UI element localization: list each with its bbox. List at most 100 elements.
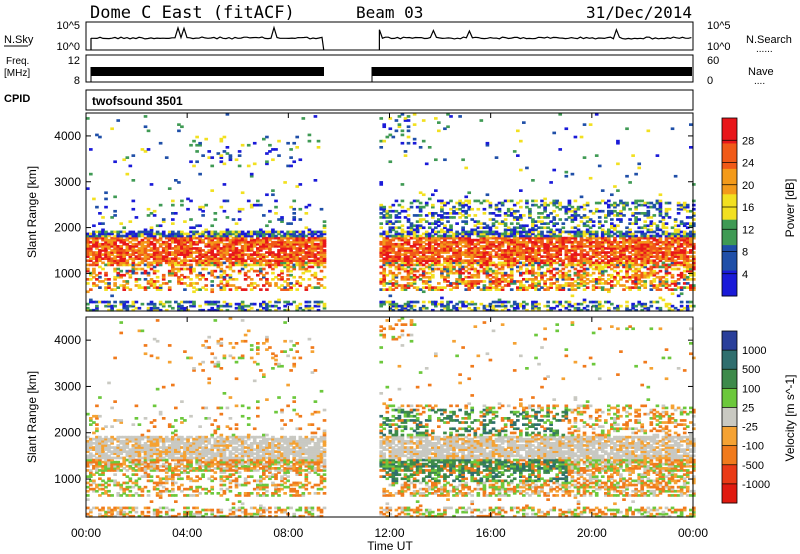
heatmap-cell xyxy=(412,253,417,256)
heatmap-cell xyxy=(685,245,690,248)
heatmap-cell xyxy=(280,247,284,250)
heatmap-cell xyxy=(689,265,693,269)
heatmap-cell xyxy=(225,284,230,287)
heatmap-cell xyxy=(234,261,239,265)
heatmap-cell xyxy=(567,284,572,287)
heatmap-cell xyxy=(286,242,290,246)
heatmap-cell xyxy=(174,267,178,271)
heatmap-cell xyxy=(89,232,93,236)
freq-right-tick-top: 60 xyxy=(707,55,719,67)
heatmap-cell xyxy=(155,257,160,261)
heatmap-cell xyxy=(467,261,472,265)
heatmap-cell xyxy=(131,249,136,252)
heatmap-cell xyxy=(274,205,278,209)
heatmap-cell xyxy=(519,168,523,172)
heatmap-cell xyxy=(670,273,675,277)
heatmap-cell xyxy=(391,226,396,230)
heatmap-cell xyxy=(379,181,384,184)
heatmap-cell xyxy=(673,288,678,291)
heatmap-cell xyxy=(682,247,687,250)
heatmap-cell xyxy=(476,286,481,289)
heatmap-cell xyxy=(289,249,293,252)
heatmap-cell xyxy=(634,205,638,209)
heatmap-cell xyxy=(558,218,563,221)
heatmap-cell xyxy=(631,232,635,236)
heatmap-cell xyxy=(640,230,645,234)
heatmap-cell xyxy=(122,302,127,306)
heatmap-cell xyxy=(446,201,450,205)
heatmap-cell xyxy=(616,271,620,275)
heatmap-cell xyxy=(625,230,629,234)
heatmap-cell xyxy=(682,242,687,246)
heatmap-cell xyxy=(225,249,230,252)
heatmap-cell xyxy=(613,263,617,267)
heatmap-cell xyxy=(219,251,224,254)
heatmap-cell xyxy=(149,267,154,271)
heatmap-cell xyxy=(388,242,393,246)
heatmap-cell xyxy=(180,300,184,304)
heatmap-cell xyxy=(128,263,133,267)
heatmap-cell xyxy=(216,240,221,244)
heatmap-cell xyxy=(204,259,209,263)
heatmap-cell xyxy=(567,232,572,236)
heatmap-cell xyxy=(446,284,450,287)
heatmap-cell xyxy=(525,234,529,238)
heatmap-cell xyxy=(519,224,523,228)
heatmap-cell xyxy=(249,288,254,291)
heatmap-cell xyxy=(558,228,563,232)
heatmap-cell xyxy=(470,232,475,236)
heatmap-cell xyxy=(240,306,245,310)
heatmap-cell xyxy=(485,261,490,265)
heatmap-cell xyxy=(594,280,599,283)
heatmap-cell xyxy=(494,255,499,258)
heatmap-cell xyxy=(265,152,269,155)
heatmap-cell xyxy=(406,214,411,217)
heatmap-cell xyxy=(400,306,405,310)
heatmap-cell xyxy=(600,242,605,246)
heatmap-cell xyxy=(491,300,496,304)
heatmap-cell xyxy=(579,253,584,256)
heatmap-cell xyxy=(622,247,626,250)
heatmap-cell xyxy=(431,249,435,252)
heatmap-cell xyxy=(637,288,642,291)
heatmap-cell xyxy=(664,263,669,267)
heatmap-cell xyxy=(661,240,666,244)
heatmap-cell xyxy=(210,255,215,258)
heatmap-cell xyxy=(443,259,447,263)
heatmap-cell xyxy=(567,282,572,285)
heatmap-cell xyxy=(415,238,420,242)
heatmap-cell xyxy=(461,261,465,265)
heatmap-cell xyxy=(622,232,626,236)
heatmap-cell xyxy=(643,232,648,236)
heatmap-cell xyxy=(692,278,696,281)
heatmap-cell xyxy=(388,127,393,131)
heatmap-cell xyxy=(610,226,614,230)
heatmap-cell xyxy=(491,286,496,289)
heatmap-cell xyxy=(167,232,172,236)
heatmap-cell xyxy=(107,253,111,256)
heatmap-cell xyxy=(443,249,447,252)
heatmap-cell xyxy=(600,209,605,213)
heatmap-cell xyxy=(631,222,635,225)
heatmap-cell xyxy=(161,220,166,223)
heatmap-cell xyxy=(552,282,557,285)
heatmap-cell xyxy=(509,242,514,246)
heatmap-cell xyxy=(546,263,550,267)
heatmap-cell xyxy=(379,207,384,211)
heatmap-cell xyxy=(600,288,605,291)
heatmap-cell xyxy=(473,224,478,228)
heatmap-cell xyxy=(104,242,108,246)
heatmap-cell xyxy=(262,306,266,310)
heatmap-cell xyxy=(379,265,384,269)
heatmap-cell xyxy=(313,249,318,252)
heatmap-cell xyxy=(189,245,193,248)
heatmap-cell xyxy=(652,238,657,242)
heatmap-cell xyxy=(582,249,587,252)
heatmap-cell xyxy=(158,259,163,263)
heatmap-cell xyxy=(400,234,405,238)
heatmap-cell xyxy=(403,253,408,256)
heatmap-cell xyxy=(295,282,300,285)
heatmap-cell xyxy=(625,261,629,265)
heatmap-cell xyxy=(658,288,663,291)
heatmap-cell xyxy=(476,232,481,236)
